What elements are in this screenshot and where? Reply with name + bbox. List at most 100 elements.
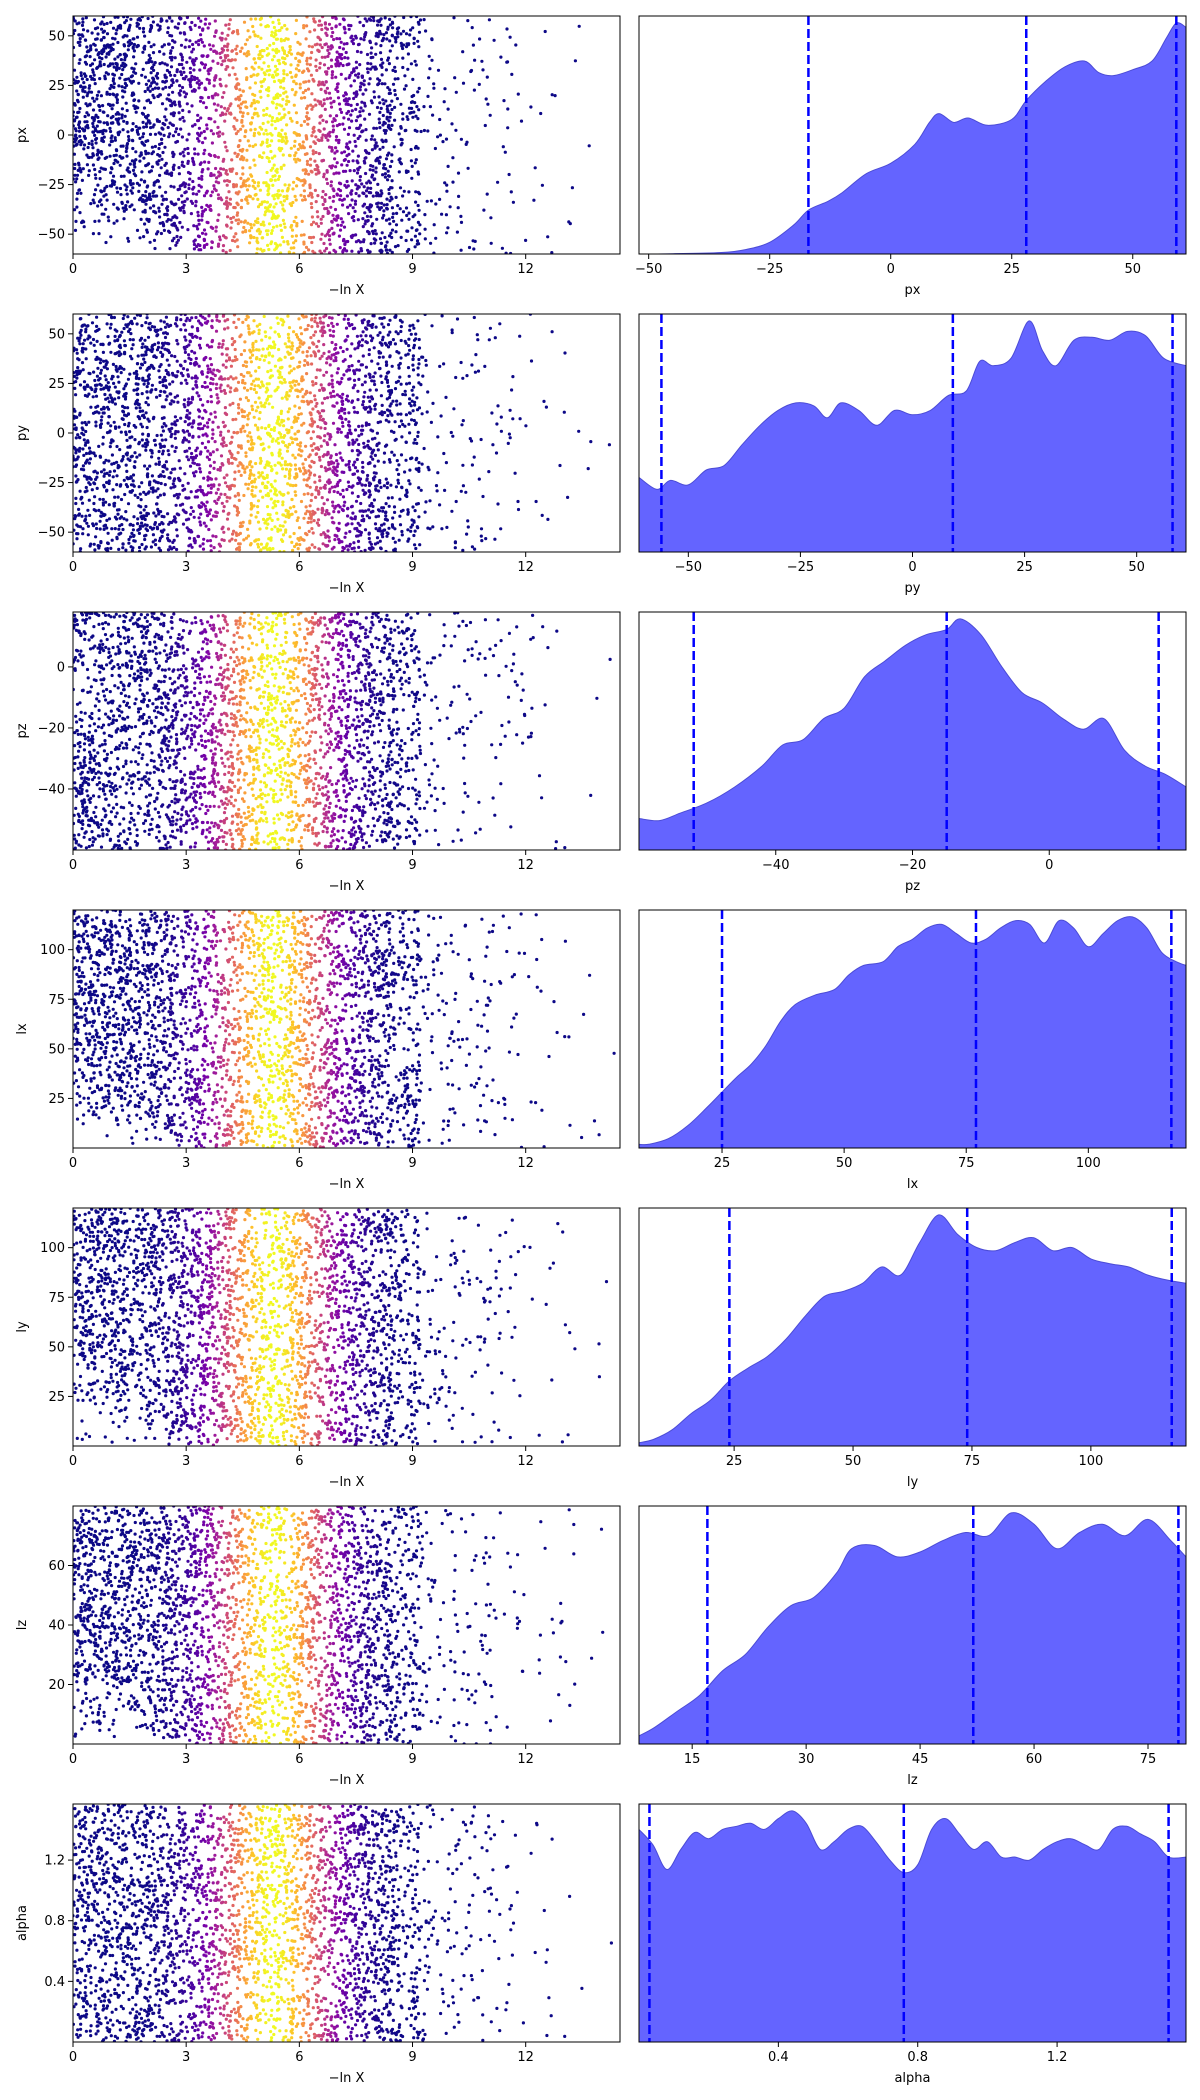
sample-point	[412, 110, 416, 114]
sample-point	[190, 20, 194, 25]
sample-point	[316, 194, 320, 198]
sample-point	[405, 115, 409, 119]
sample-point	[253, 127, 257, 131]
sample-point	[388, 17, 392, 21]
sample-point	[374, 126, 379, 130]
sample-point	[170, 399, 174, 403]
sample-point	[310, 492, 314, 496]
sample-point	[390, 179, 394, 183]
sample-point	[216, 218, 220, 222]
sample-point	[165, 467, 169, 471]
sample-point	[413, 146, 418, 150]
sample-point	[221, 436, 226, 440]
sample-point	[80, 140, 84, 144]
sample-point	[204, 191, 208, 195]
sample-point	[340, 163, 344, 167]
sample-point	[400, 486, 404, 490]
sample-point	[466, 166, 470, 170]
sample-point	[168, 545, 172, 549]
sample-point	[120, 201, 124, 205]
sample-point	[264, 181, 268, 185]
sample-point	[416, 117, 420, 121]
sample-point	[233, 127, 237, 131]
sample-point	[380, 138, 384, 142]
sample-point	[113, 385, 117, 389]
sample-point	[379, 44, 383, 48]
sample-point	[351, 463, 356, 467]
sample-point	[335, 149, 339, 153]
sample-point	[176, 228, 180, 232]
sample-point	[331, 324, 335, 328]
sample-point	[391, 399, 395, 403]
sample-point	[110, 538, 114, 542]
sample-point	[516, 92, 520, 96]
sample-point	[331, 199, 335, 203]
sample-point	[148, 29, 152, 33]
sample-point	[172, 236, 176, 240]
sample-point	[382, 209, 386, 213]
sample-point	[263, 466, 267, 470]
sample-point	[377, 20, 381, 24]
sample-point	[302, 466, 306, 470]
sample-point	[216, 396, 220, 400]
sample-point	[125, 83, 129, 88]
sample-point	[184, 38, 188, 42]
sample-point	[249, 513, 253, 517]
sample-point	[295, 224, 299, 228]
sample-point	[132, 42, 136, 47]
sample-point	[382, 203, 386, 207]
sample-point	[221, 314, 225, 318]
sample-point	[239, 157, 243, 161]
sample-point	[353, 199, 358, 203]
sample-point	[186, 151, 190, 156]
sample-point	[155, 348, 160, 352]
sample-point	[106, 396, 110, 400]
sample-point	[349, 84, 353, 88]
sample-point	[324, 70, 328, 74]
y-tick-label: 50	[48, 29, 65, 44]
sample-point	[191, 42, 195, 47]
sample-point	[317, 23, 321, 27]
sample-point	[310, 50, 314, 55]
sample-point	[177, 132, 181, 137]
sample-point	[504, 251, 508, 254]
sample-point	[233, 116, 237, 120]
sample-point	[388, 222, 392, 226]
sample-point	[272, 501, 276, 505]
sample-point	[344, 326, 349, 330]
sample-point	[90, 142, 94, 147]
sample-point	[223, 492, 227, 497]
sample-point	[221, 132, 225, 136]
sample-point	[311, 235, 316, 239]
sample-point	[319, 87, 323, 91]
sample-point	[183, 350, 187, 354]
sample-point	[76, 79, 80, 84]
sample-point	[193, 89, 197, 93]
sample-point	[194, 57, 198, 61]
sample-point	[240, 155, 244, 159]
sample-point	[389, 483, 393, 487]
sample-point	[112, 65, 116, 69]
sample-point	[125, 34, 129, 38]
sample-point	[208, 357, 212, 361]
sample-point	[216, 425, 220, 429]
sample-point	[73, 134, 77, 138]
sample-point	[265, 53, 269, 57]
sample-point	[286, 187, 290, 192]
sample-point	[266, 480, 270, 484]
sample-point	[155, 433, 159, 438]
sample-point	[432, 223, 436, 227]
sample-point	[380, 191, 384, 195]
sample-point	[142, 235, 146, 239]
sample-point	[228, 111, 233, 115]
sample-point	[280, 375, 284, 379]
sample-point	[243, 470, 247, 474]
sample-point	[355, 368, 359, 372]
sample-point	[235, 213, 239, 217]
sample-point	[410, 164, 414, 168]
sample-point	[299, 499, 304, 504]
sample-point	[361, 354, 365, 358]
sample-point	[388, 248, 392, 252]
sample-point	[304, 457, 308, 462]
sample-point	[406, 169, 410, 174]
